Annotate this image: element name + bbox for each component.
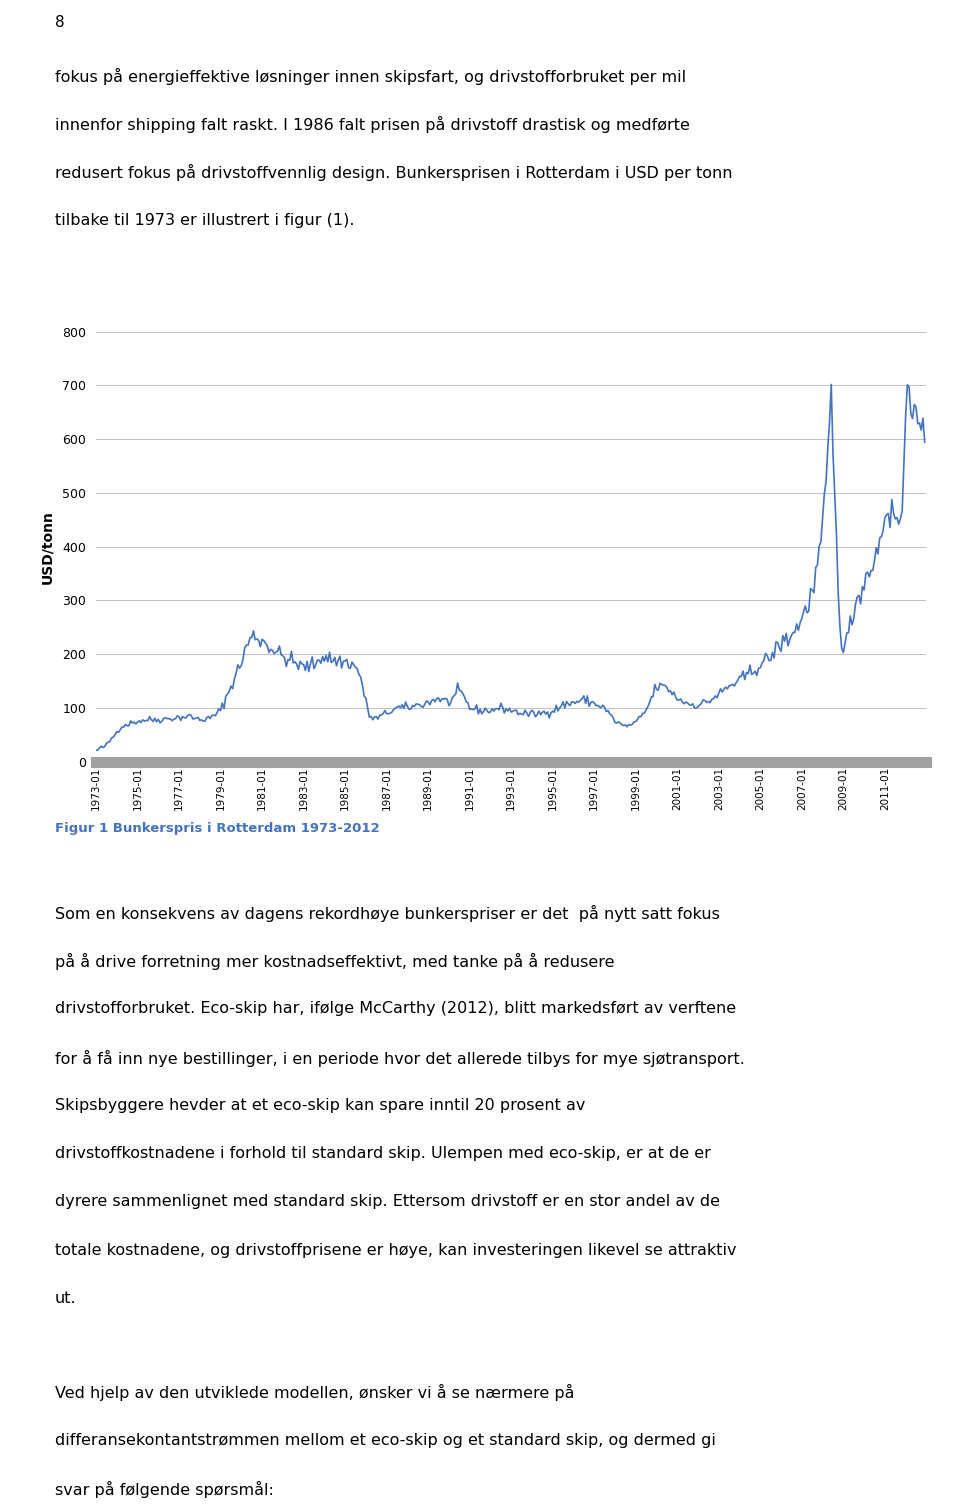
Text: dyrere sammenlignet med standard skip. Ettersom drivstoff er en stor andel av de: dyrere sammenlignet med standard skip. E…: [55, 1194, 720, 1209]
Text: for å få inn nye bestillinger, i en periode hvor det allerede tilbys for mye sjø: for å få inn nye bestillinger, i en peri…: [55, 1050, 745, 1066]
Text: differansekontantstrømmen mellom et eco-skip og et standard skip, og dermed gi: differansekontantstrømmen mellom et eco-…: [55, 1433, 715, 1448]
Text: Figur 1 Bunkerspris i Rotterdam 1973-2012: Figur 1 Bunkerspris i Rotterdam 1973-201…: [55, 822, 379, 835]
Text: 8: 8: [55, 15, 64, 30]
Text: Skipsbyggere hevder at et eco-skip kan spare inntil 20 prosent av: Skipsbyggere hevder at et eco-skip kan s…: [55, 1098, 585, 1113]
Text: drivstoffkostnadene i forhold til standard skip. Ulempen med eco-skip, er at de : drivstoffkostnadene i forhold til standa…: [55, 1146, 710, 1161]
Y-axis label: USD/tonn: USD/tonn: [40, 510, 54, 584]
Text: redusert fokus på drivstoffvennlig design. Bunkersprisen i Rotterdam i USD per t: redusert fokus på drivstoffvennlig desig…: [55, 164, 732, 181]
Text: totale kostnadene, og drivstoffprisene er høye, kan investeringen likevel se att: totale kostnadene, og drivstoffprisene e…: [55, 1243, 736, 1258]
Text: Ved hjelp av den utviklede modellen, ønsker vi å se nærmere på: Ved hjelp av den utviklede modellen, øns…: [55, 1384, 574, 1401]
Text: tilbake til 1973 er illustrert i figur (1).: tilbake til 1973 er illustrert i figur (…: [55, 213, 354, 228]
Text: drivstofforbruket. Eco-skip har, ifølge McCarthy (2012), blitt markedsført av ve: drivstofforbruket. Eco-skip har, ifølge …: [55, 1001, 736, 1016]
Text: på å drive forretning mer kostnadseffektivt, med tanke på å redusere: på å drive forretning mer kostnadseffekt…: [55, 953, 614, 970]
Text: svar på følgende spørsmål:: svar på følgende spørsmål:: [55, 1481, 274, 1497]
Text: fokus på energieffektive løsninger innen skipsfart, og drivstofforbruket per mil: fokus på energieffektive løsninger innen…: [55, 68, 685, 84]
Text: innenfor shipping falt raskt. I 1986 falt prisen på drivstoff drastisk og medfør: innenfor shipping falt raskt. I 1986 fal…: [55, 116, 689, 133]
Text: Som en konsekvens av dagens rekordhøye bunkerspriser er det  på nytt satt fokus: Som en konsekvens av dagens rekordhøye b…: [55, 905, 720, 921]
Text: ut.: ut.: [55, 1291, 77, 1306]
